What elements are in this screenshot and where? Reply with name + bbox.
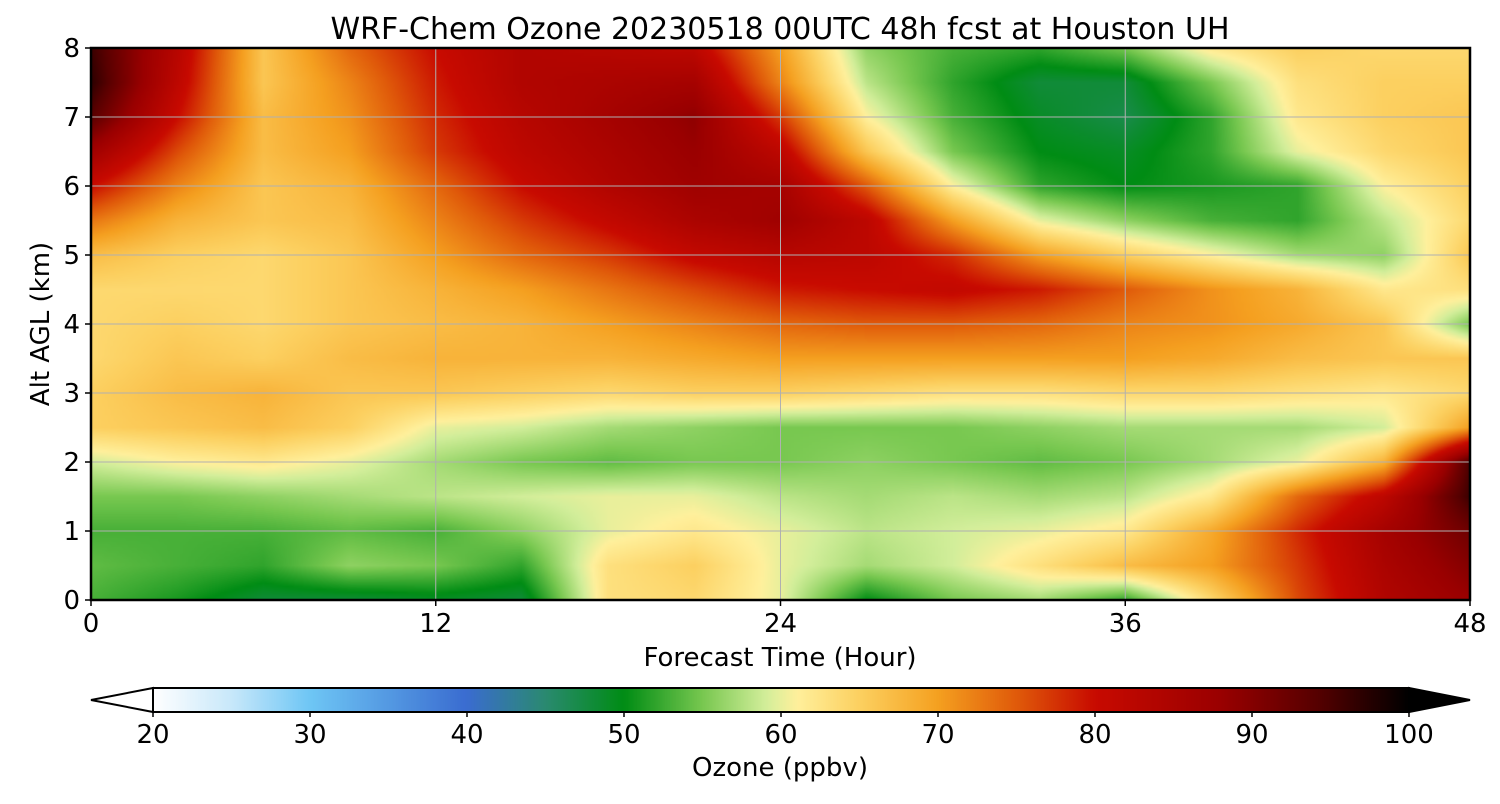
x-axis: 0 12 24 36 48 [83, 600, 1487, 639]
y-tick-label: 3 [63, 379, 80, 409]
x-tick-label: 0 [83, 609, 100, 639]
x-tick-label: 36 [1109, 609, 1142, 639]
colorbar-tick-label: 100 [1384, 720, 1434, 750]
colorbar-tick-label: 70 [921, 720, 954, 750]
colorbar: 20 30 40 50 60 70 80 90 100 Ozone (ppbv) [90, 686, 1471, 783]
y-tick-label: 4 [63, 310, 80, 340]
colorbar-tick-label: 50 [607, 720, 640, 750]
y-tick-label: 2 [63, 448, 80, 478]
colorbar-extend-low [90, 686, 154, 714]
y-axis-label: Alt AGL (km) [26, 242, 56, 406]
colorbar-label: Ozone (ppbv) [692, 753, 868, 783]
colorbar-tick-label: 80 [1078, 720, 1111, 750]
grid-lines [91, 48, 1470, 600]
x-axis-label: Forecast Time (Hour) [643, 643, 916, 673]
chart-title: WRF-Chem Ozone 20230518 00UTC 48h fcst a… [330, 12, 1229, 47]
y-tick-label: 5 [63, 241, 80, 271]
colorbar-extend-high [1408, 686, 1471, 714]
colorbar-tick-label: 60 [764, 720, 797, 750]
y-tick-label: 1 [63, 517, 80, 547]
y-tick-label: 6 [63, 172, 80, 202]
x-tick-label: 12 [419, 609, 452, 639]
colorbar-tick-label: 40 [450, 720, 483, 750]
colorbar-tick-label: 20 [136, 720, 169, 750]
y-axis: 0 1 2 3 4 5 6 7 8 [63, 34, 91, 616]
x-tick-label: 48 [1453, 609, 1486, 639]
y-tick-label: 7 [63, 103, 80, 133]
y-tick-label: 8 [63, 34, 80, 64]
y-tick-label: 0 [63, 586, 80, 616]
colorbar-tick-label: 30 [293, 720, 326, 750]
colorbar-tick-label: 90 [1235, 720, 1268, 750]
colorbar-gradient [153, 688, 1409, 712]
plot-area [89, 46, 1472, 602]
x-tick-label: 24 [764, 609, 797, 639]
colorbar-ticks: 20 30 40 50 60 70 80 90 100 [136, 712, 1434, 750]
